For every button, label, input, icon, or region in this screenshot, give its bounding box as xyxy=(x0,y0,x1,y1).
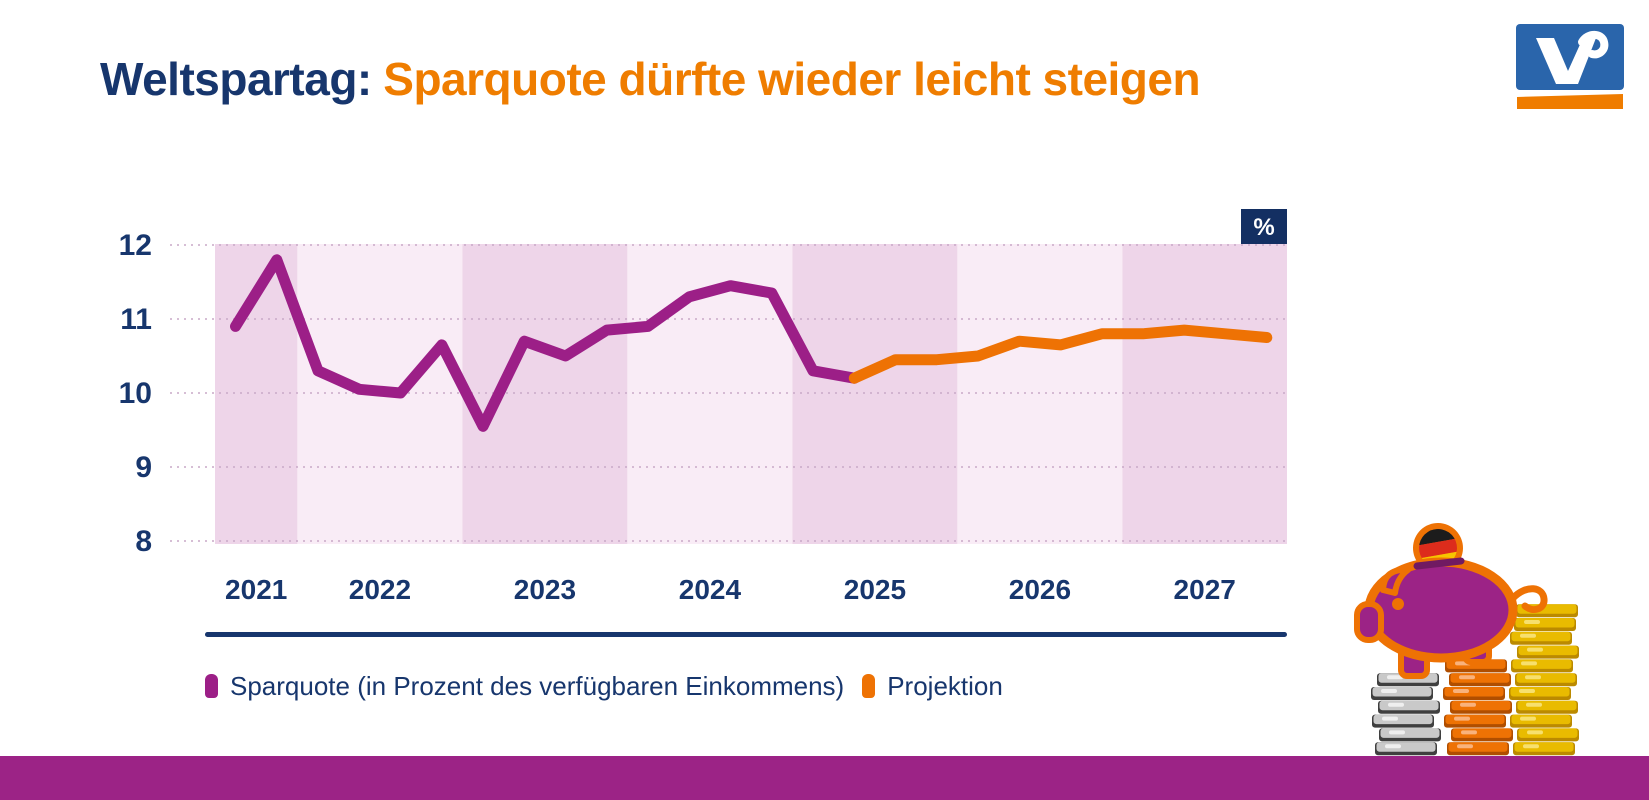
x-tick-label-2025: 2025 xyxy=(844,574,906,605)
x-tick-label-2026: 2026 xyxy=(1009,574,1071,605)
title-highlight: Sparquote dürfte wieder leicht steigen xyxy=(383,53,1201,105)
axis-divider-line xyxy=(205,632,1287,637)
unit-badge-label: % xyxy=(1253,214,1274,241)
title-prefix: Weltspartag: xyxy=(100,53,372,105)
sparquote-line xyxy=(230,254,860,432)
piggy-ear xyxy=(1380,566,1411,596)
unit-badge xyxy=(1241,209,1287,244)
orange-coin-stack xyxy=(1443,659,1513,756)
piggy-bank-illustration xyxy=(1354,523,1579,756)
y-tick-label-12: 12 xyxy=(119,229,152,262)
gold-coin-stack xyxy=(1509,604,1579,756)
piggy-bank-icon xyxy=(1354,523,1548,679)
logo-orange-stripe xyxy=(1517,94,1623,109)
silver-coin-stack xyxy=(1371,673,1441,756)
sparquote-marker-icon xyxy=(205,674,218,699)
page-title: Weltspartag: Sparquote dürfte wieder leic… xyxy=(100,52,1201,106)
x-tick-label-2024: 2024 xyxy=(679,574,742,605)
sparquote-label: Sparquote (in Prozent des verfügbaren Ei… xyxy=(230,671,845,701)
piggy-tail xyxy=(1509,585,1548,613)
flag-red-stripe xyxy=(1415,538,1461,559)
year-band-2023 xyxy=(462,244,628,544)
x-tick-label-2022: 2022 xyxy=(349,574,411,605)
y-tick-label-10: 10 xyxy=(119,377,152,410)
x-tick-label-2021: 2021 xyxy=(225,574,287,605)
projektion-label: Projektion xyxy=(887,671,1003,701)
legend: Sparquote (in Prozent des verfügbaren Ei… xyxy=(205,672,1003,701)
logo-v-left-arm xyxy=(1536,38,1568,84)
piggy-snout xyxy=(1354,601,1384,643)
logo-v-right-arm xyxy=(1564,38,1596,84)
legend-item-sparquote: Sparquote (in Prozent des verfügbaren Ei… xyxy=(205,672,844,701)
year-band-2026 xyxy=(957,244,1123,544)
x-tick-label-2023: 2023 xyxy=(514,574,576,605)
legend-item-projektion: Projektion xyxy=(862,672,1003,701)
piggy-eye xyxy=(1392,598,1404,610)
year-band-2027 xyxy=(1122,244,1287,544)
y-tick-label-11: 11 xyxy=(120,303,152,336)
projektion-marker-icon xyxy=(862,674,876,699)
vr-bank-logo-icon xyxy=(1516,24,1624,109)
x-tick-label-2027: 2027 xyxy=(1174,574,1236,605)
y-tick-label-8: 8 xyxy=(135,525,152,558)
logo-v-curl xyxy=(1578,30,1609,59)
year-band-2025 xyxy=(792,244,958,544)
footer-color-bar xyxy=(0,756,1649,800)
coin-slot xyxy=(1413,557,1465,570)
savings-chart: 2021 2022 2023 2024 2025 2026 2027 12 11 10 9 8% xyxy=(119,209,1287,605)
projektion-line xyxy=(848,324,1273,384)
y-tick-label-9: 9 xyxy=(135,451,152,484)
